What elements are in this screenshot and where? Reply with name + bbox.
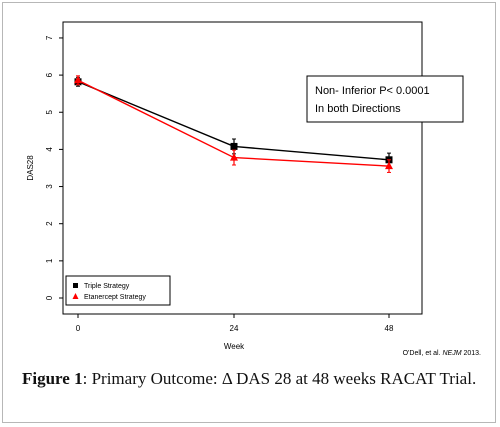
figure-container xyxy=(2,2,496,423)
x-axis-label: Week xyxy=(224,342,245,351)
x-axis: 0 24 48 xyxy=(76,314,394,333)
legend-marker-square xyxy=(73,283,78,288)
annotation-box xyxy=(306,75,464,123)
legend-label: Triple Strategy xyxy=(84,283,130,290)
y-tick-label: 5 xyxy=(45,109,54,114)
annotation-line-2: In both Directions xyxy=(315,103,401,115)
y-tick-label: 3 xyxy=(45,184,54,189)
y-tick-label: 1 xyxy=(45,258,54,263)
y-axis-label: DAS28 xyxy=(26,155,35,181)
etanercept-strategy-point xyxy=(385,161,393,170)
triple-strategy-point xyxy=(230,142,238,150)
credit-text: O'Dell, et al. NEJM 2013. xyxy=(403,350,481,357)
x-tick-label: 24 xyxy=(230,324,239,333)
legend-box xyxy=(65,275,171,306)
etanercept-strategy-point xyxy=(74,75,82,84)
legend-marker-triangle xyxy=(72,293,79,299)
caption-label: Figure 1 xyxy=(22,369,83,388)
figure-caption: Figure 1: Primary Outcome: Δ DAS 28 at 4… xyxy=(22,369,492,389)
y-tick-label: 4 xyxy=(45,147,54,152)
y-axis: 0 1 2 3 4 5 6 7 xyxy=(45,35,63,300)
legend: Triple Strategy Etanercept Strategy xyxy=(65,275,171,306)
plot-frame xyxy=(62,21,423,315)
x-tick-label: 48 xyxy=(385,324,394,333)
caption-text: : Primary Outcome: Δ DAS 28 at 48 weeks … xyxy=(82,369,477,388)
y-tick-label: 6 xyxy=(45,72,54,77)
y-tick-label: 0 xyxy=(45,295,54,300)
annotation-line-1: Non- Inferior P< 0.0001 xyxy=(315,85,430,97)
legend-label: Etanercept Strategy xyxy=(84,294,146,301)
series-layer xyxy=(74,75,393,173)
x-tick-label: 0 xyxy=(76,324,81,333)
etanercept-strategy-point xyxy=(230,153,238,161)
y-tick-label: 7 xyxy=(45,35,54,40)
y-tick-label: 2 xyxy=(45,221,54,226)
